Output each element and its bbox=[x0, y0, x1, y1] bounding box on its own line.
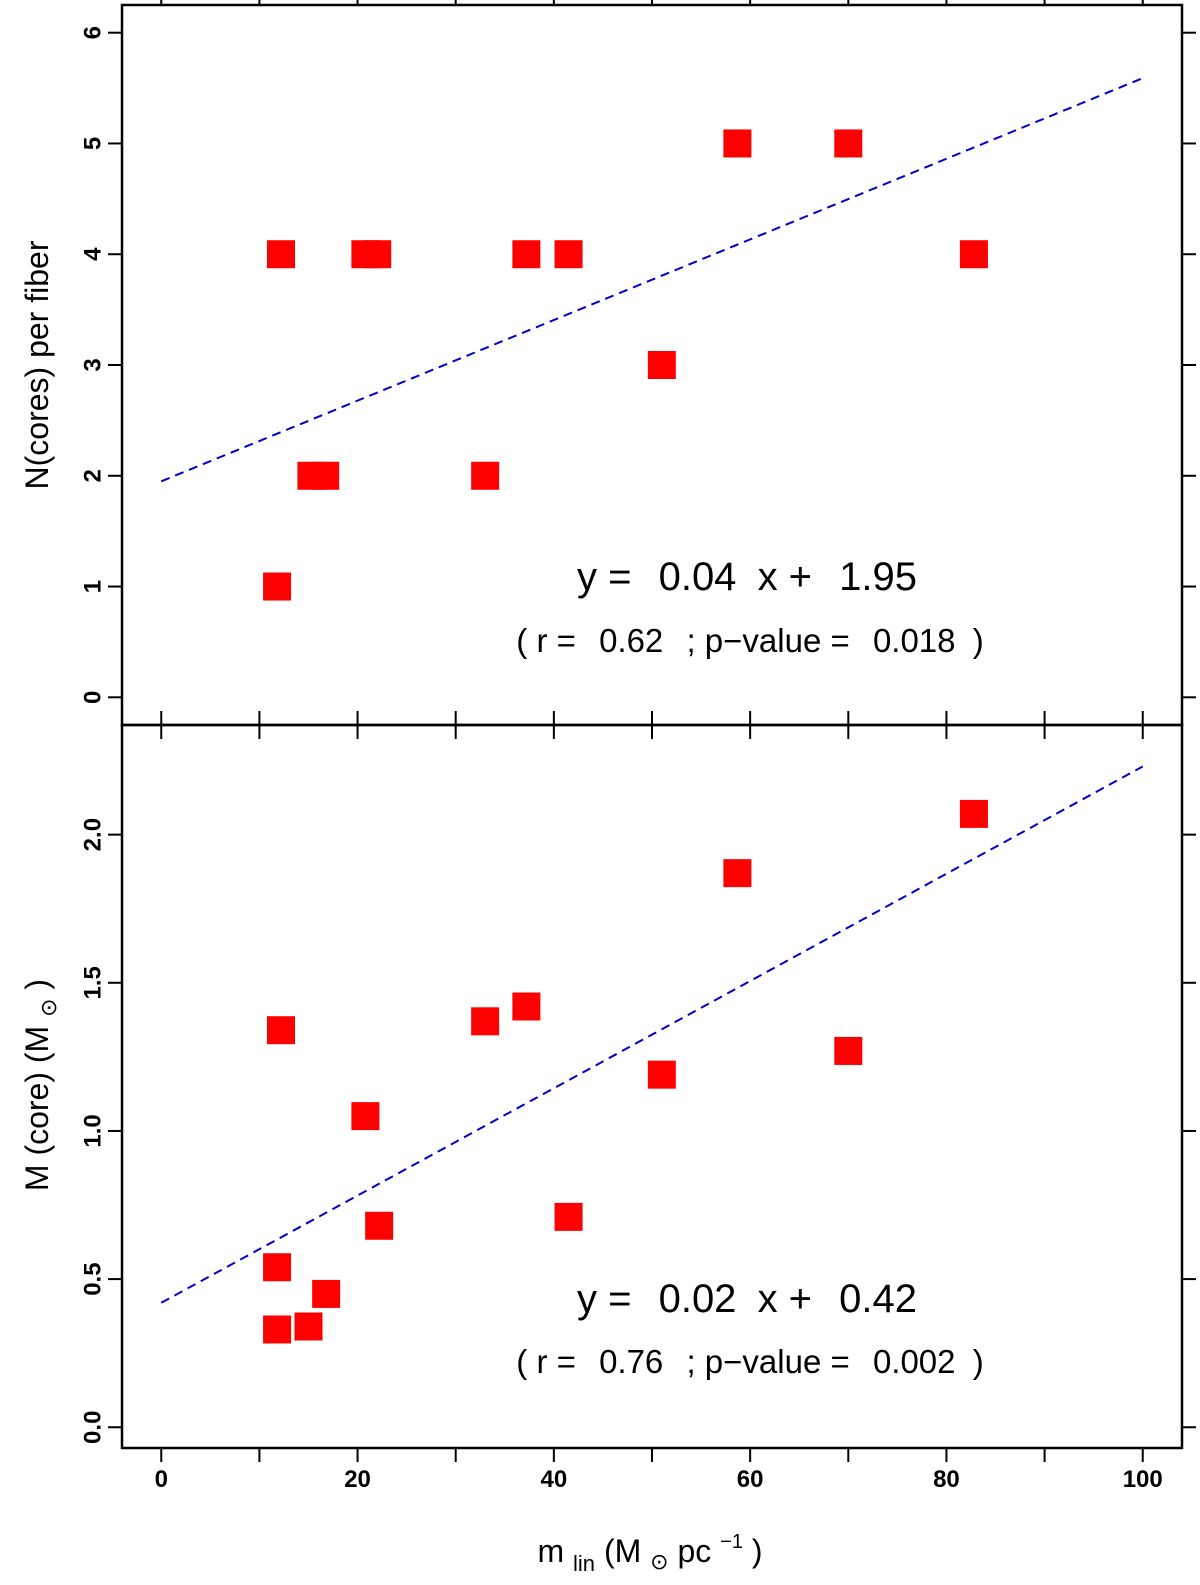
top-equation-intercept: 1.95 bbox=[839, 555, 917, 599]
bottom-data-point bbox=[294, 1312, 323, 1341]
xtick-label: 20 bbox=[344, 1466, 371, 1493]
x-title-exponent: −1 bbox=[720, 1531, 743, 1553]
bottom-data-point bbox=[365, 1211, 394, 1240]
top-ytick-label: 0 bbox=[79, 691, 106, 704]
top-data-point bbox=[311, 461, 340, 490]
bottom-data-point bbox=[263, 1315, 292, 1344]
top-ytick-label: 1 bbox=[79, 580, 106, 593]
top-data-point bbox=[363, 240, 392, 269]
bottom-equation-intercept: 0.42 bbox=[839, 1277, 917, 1321]
top-data-point bbox=[959, 240, 988, 269]
bottom-stats-open: ( r = bbox=[516, 1343, 576, 1380]
x-title-open-m: (M bbox=[604, 1533, 641, 1569]
bottom-y-axis-title: M (core) (M ⊙ ) bbox=[19, 979, 63, 1191]
bottom-y-title-sun: ⊙ bbox=[36, 998, 61, 1016]
top-stats-open: ( r = bbox=[516, 622, 576, 659]
bottom-stats-p: 0.002 bbox=[873, 1343, 956, 1380]
top-ytick-label: 4 bbox=[79, 247, 106, 261]
bottom-stats-close: ) bbox=[973, 1343, 984, 1380]
xtick-label: 60 bbox=[737, 1466, 764, 1493]
top-data-point bbox=[512, 240, 541, 269]
bottom-ytick-label: 2.0 bbox=[79, 818, 106, 851]
bottom-data-point bbox=[512, 992, 541, 1021]
panel-bottom: 0.0 0.5 1.0 1.5 2.0 y = 0.02 x + 0.42 ( r = … bbox=[19, 711, 1196, 1462]
top-ytick-label: 5 bbox=[79, 137, 106, 150]
top-axis-ticks bbox=[108, 0, 1196, 739]
bottom-data-point bbox=[267, 1016, 295, 1045]
bottom-axis-ticks bbox=[108, 711, 1196, 1462]
bottom-data-point bbox=[959, 799, 988, 828]
xtick-label: 0 bbox=[155, 1466, 168, 1493]
top-equation-slope: 0.04 bbox=[659, 555, 737, 599]
bottom-equation-slope: 0.02 bbox=[659, 1277, 737, 1321]
top-y-axis-title: N(cores) per fiber bbox=[19, 240, 55, 489]
top-data-point bbox=[834, 129, 863, 158]
top-stats-close: ) bbox=[973, 622, 984, 659]
top-data-point bbox=[263, 572, 292, 601]
bottom-stats: ( r = 0.76 ; p−value = 0.002 ) bbox=[516, 1343, 983, 1380]
bottom-equation-lhs: y = bbox=[577, 1277, 631, 1321]
bottom-equation: y = 0.02 x + 0.42 bbox=[577, 1277, 917, 1321]
bottom-y-title-close: ) bbox=[19, 979, 55, 990]
bottom-data-point bbox=[647, 1060, 676, 1089]
top-data-points bbox=[263, 129, 988, 601]
bottom-ytick-label: 0.0 bbox=[79, 1411, 106, 1444]
bottom-ytick-label: 1.0 bbox=[79, 1114, 106, 1147]
top-equation: y = 0.04 x + 1.95 bbox=[577, 555, 917, 599]
bottom-data-point bbox=[554, 1202, 583, 1231]
top-data-point bbox=[723, 129, 752, 158]
top-stats-sep: ; p−value = bbox=[686, 622, 849, 659]
top-ytick-label: 3 bbox=[79, 358, 106, 371]
top-equation-lhs: y = bbox=[577, 555, 631, 599]
x-title-pc: pc bbox=[677, 1533, 711, 1569]
xtick-label: 100 bbox=[1123, 1466, 1163, 1493]
xtick-label: 40 bbox=[541, 1466, 568, 1493]
top-data-point bbox=[267, 240, 295, 269]
xtick-label: 80 bbox=[933, 1466, 960, 1493]
top-stats: ( r = 0.62 ; p−value = 0.018 ) bbox=[516, 622, 983, 659]
x-tick-labels: 0 20 40 60 80 100 bbox=[155, 1466, 1163, 1493]
bottom-data-point bbox=[312, 1279, 341, 1308]
x-title-sun: ⊙ bbox=[650, 1549, 668, 1574]
top-y-tick-labels: 0 1 2 3 4 5 6 bbox=[79, 26, 106, 704]
bottom-data-point bbox=[351, 1102, 380, 1131]
top-stats-p: 0.018 bbox=[873, 622, 956, 659]
x-title-m: m bbox=[537, 1533, 564, 1569]
bottom-data-points bbox=[263, 799, 988, 1344]
bottom-data-point bbox=[471, 1007, 500, 1036]
top-equation-x-plus: x + bbox=[758, 555, 812, 599]
bottom-ytick-label: 1.5 bbox=[79, 966, 106, 999]
bottom-data-point bbox=[263, 1253, 292, 1282]
top-stats-r: 0.62 bbox=[599, 622, 663, 659]
top-data-point bbox=[647, 351, 676, 379]
x-axis-title: m lin (M ⊙ pc −1 ) bbox=[537, 1519, 762, 1578]
bottom-data-point bbox=[834, 1036, 863, 1065]
bottom-equation-x-plus: x + bbox=[758, 1277, 812, 1321]
panel-top: 0 1 2 3 4 5 6 y = 0.04 x + 1.95 ( r = 0.62 ; p… bbox=[19, 0, 1196, 739]
top-ytick-label: 2 bbox=[79, 469, 106, 482]
x-title-close: ) bbox=[752, 1533, 763, 1569]
top-data-point bbox=[471, 461, 500, 490]
bottom-y-tick-labels: 0.0 0.5 1.0 1.5 2.0 bbox=[79, 818, 106, 1444]
x-title-lin-subscript: lin bbox=[573, 1551, 595, 1576]
bottom-data-point bbox=[723, 859, 752, 888]
bottom-stats-sep: ; p−value = bbox=[686, 1343, 849, 1380]
bottom-y-title-main: M (core) (M bbox=[19, 1026, 55, 1191]
top-data-point bbox=[554, 240, 583, 269]
bottom-stats-r: 0.76 bbox=[599, 1343, 663, 1380]
bottom-ytick-label: 0.5 bbox=[79, 1262, 106, 1295]
top-fit-line bbox=[160, 77, 1144, 483]
bottom-fit-line bbox=[160, 765, 1144, 1304]
top-ytick-label: 6 bbox=[79, 26, 106, 39]
